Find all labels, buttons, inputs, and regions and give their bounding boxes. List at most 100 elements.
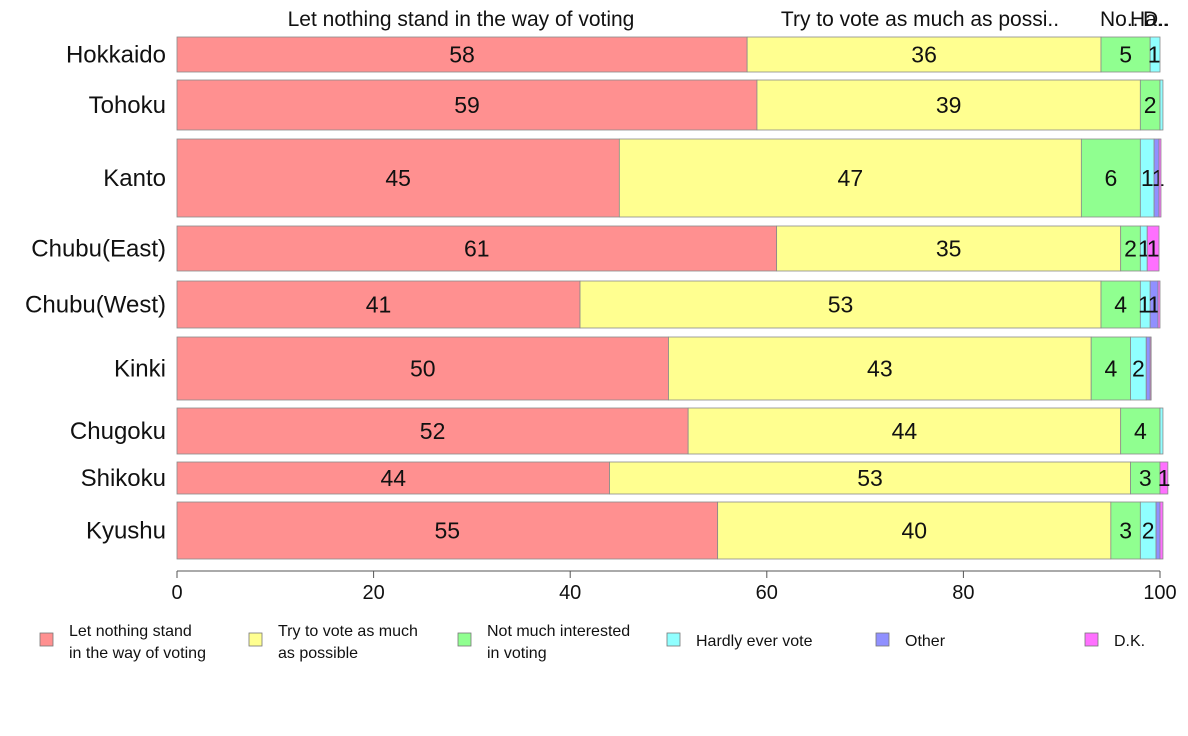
legend-swatch [1084,632,1099,647]
bar-segment [1145,336,1151,401]
data-label: 2 [1144,92,1157,118]
data-label: 45 [385,165,411,191]
category-label: Kinki [114,356,166,383]
data-label: 2 [1132,356,1145,382]
data-label: 52 [420,418,446,444]
bar-segment [1159,407,1164,455]
data-label: 4 [1134,418,1147,444]
bar-segment [687,407,1122,455]
x-axis: 0 20 40 60 80 100 [171,570,1177,604]
data-label: 59 [454,92,480,118]
x-tick-label: 40 [559,582,581,604]
data-label: 1 [1158,465,1171,491]
data-label: 44 [380,465,406,491]
series-header-label: Let nothing stand in the way of voting [288,8,635,31]
data-label: 39 [936,92,962,118]
category-label: Kyushu [86,518,166,545]
data-label: 3 [1139,465,1152,491]
legend-label: Try to vote as much [278,623,418,640]
legend-swatch [39,632,54,647]
x-tick-label: 20 [362,582,384,604]
legend-swatch [875,632,890,647]
series-header-label: Try to vote as much as possi.. [781,8,1059,31]
bar-segment [176,280,581,329]
bar-segment [1100,36,1151,73]
category-label: Chubu(West) [25,292,166,319]
data-label: 4 [1114,292,1127,318]
category-label: Hokkaido [66,42,166,69]
data-label: 35 [936,236,962,262]
data-label: 53 [857,465,883,491]
legend-label: in the way of voting [69,645,206,662]
data-label: 1 [1152,165,1165,191]
data-label: 61 [464,236,490,262]
data-label: 44 [892,418,918,444]
data-label: 1 [1148,292,1161,318]
data-label: 41 [366,292,392,318]
bar-segment [176,461,610,495]
data-label: 47 [838,165,864,191]
series-header-labels: Let nothing stand in the way of voting Tr… [288,8,1170,31]
category-label: Shikoku [81,465,166,492]
bar-segment [579,280,1102,329]
data-label: 2 [1142,518,1155,544]
legend-label: in voting [487,645,547,662]
category-label: Chubu(East) [31,236,166,263]
bar-segment [1159,461,1169,495]
bar-segment [756,79,1141,131]
data-label: 43 [867,356,893,382]
data-label: 3 [1119,518,1132,544]
legend-swatch [457,632,472,647]
data-label: 40 [901,518,927,544]
bar-segment [1158,138,1162,218]
category-label: Kanto [103,165,166,192]
bar-segment [717,501,1112,560]
data-label: 5 [1119,42,1132,68]
legend-label: Let nothing stand [69,623,192,640]
bar-segment [1157,280,1161,329]
category-label: Tohoku [89,92,166,119]
legend-label: Other [905,633,946,650]
bar-segment [176,138,620,218]
data-label: 58 [449,42,475,68]
bar-segment [1146,225,1160,272]
legend: Let nothing stand in the way of voting Try… [39,623,1145,662]
bar-segment [1155,501,1161,560]
data-label: 53 [828,292,854,318]
bar-segment [776,225,1122,272]
bar-segment [1080,138,1141,218]
bar-segment [1090,336,1131,401]
legend-label: Hardly ever vote [696,633,813,650]
legend-label: D.K. [1114,633,1145,650]
data-label: 4 [1104,356,1117,382]
bar-segment [176,79,758,131]
legend-swatch [666,632,681,647]
legend-label: Not much interested [487,623,630,640]
bar-segment [176,225,778,272]
data-label: 36 [911,42,937,68]
bar-segment [1159,501,1164,560]
bar-segment [1110,501,1141,560]
legend-label: as possible [278,645,358,662]
category-label: Chugoku [70,418,166,445]
bar-segment [1149,36,1161,73]
bar-segment [1159,79,1164,131]
data-label: 1 [1147,236,1160,262]
series-header-label: D.. [1143,8,1170,31]
bar-segment [1149,336,1152,401]
data-label: 50 [410,356,436,382]
x-tick-label: 0 [171,582,182,604]
bar-segment [176,407,689,455]
series-header-label: Ha.. [1130,8,1169,31]
bar-segment [1100,280,1141,329]
bar-segment [618,138,1082,218]
bar-segment [176,36,748,73]
data-label: 1 [1148,42,1161,68]
data-label: 6 [1104,165,1117,191]
x-tick-label: 80 [952,582,974,604]
data-label: 55 [435,518,461,544]
x-tick-label: 100 [1143,582,1176,604]
data-label: 1 [1141,165,1154,191]
